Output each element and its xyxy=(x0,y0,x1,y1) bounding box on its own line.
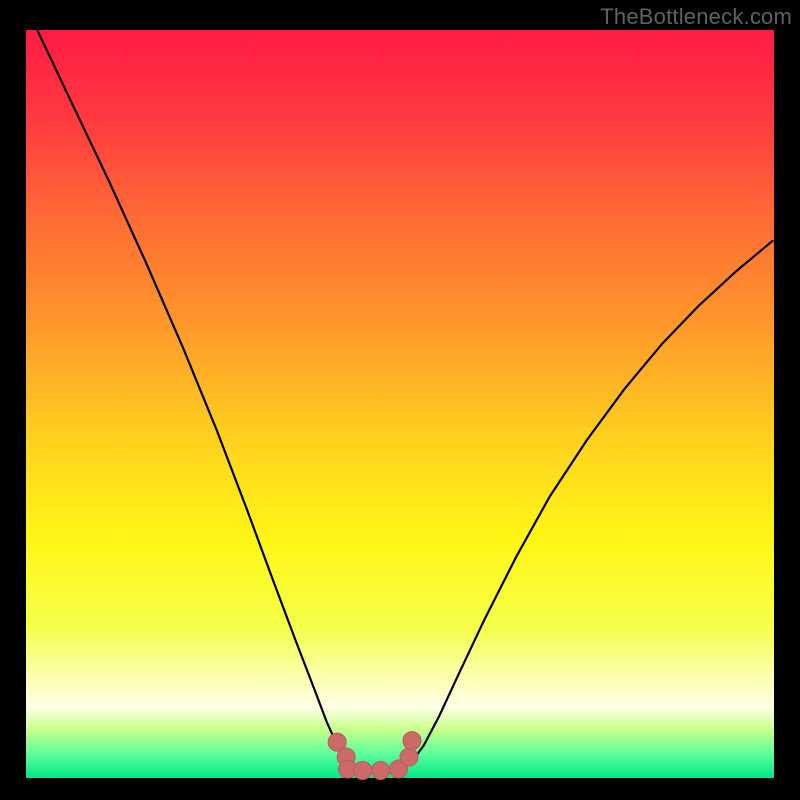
chart-stage: TheBottleneck.com xyxy=(0,0,800,800)
optimal-marker xyxy=(403,732,421,750)
bottleneck-plot xyxy=(0,0,800,800)
optimal-marker xyxy=(400,748,418,766)
optimal-marker xyxy=(354,762,372,780)
plot-background xyxy=(26,30,774,778)
optimal-marker xyxy=(372,762,390,780)
